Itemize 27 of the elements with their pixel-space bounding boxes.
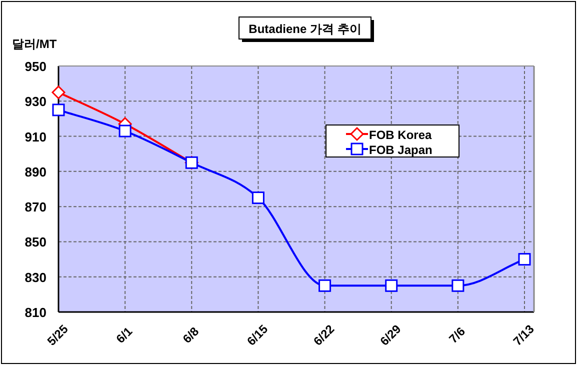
point bbox=[252, 192, 264, 204]
y-tick-label: 870 bbox=[24, 200, 46, 215]
point bbox=[385, 279, 398, 292]
y-tick-label: 850 bbox=[24, 234, 46, 250]
point bbox=[52, 86, 66, 100]
y-tick-label: 810 bbox=[24, 305, 46, 320]
y-tick-label: 950 bbox=[24, 59, 46, 74]
x-tick-label: 6/1 bbox=[113, 324, 136, 346]
y-axis-title: 달러/MT bbox=[12, 37, 58, 51]
point bbox=[452, 279, 464, 292]
legend-label: FOB Japan bbox=[369, 143, 432, 157]
point bbox=[318, 279, 332, 292]
point bbox=[52, 104, 65, 116]
title: Butadiene 가격 추이 bbox=[238, 16, 374, 42]
point bbox=[518, 253, 531, 266]
x-tick-label: 7/13 bbox=[510, 322, 538, 348]
x-tick-label: 7/6 bbox=[446, 324, 468, 346]
x-tick-label: 6/8 bbox=[180, 324, 202, 346]
legend-label: FOB Korea bbox=[369, 128, 432, 142]
y-tick-label: 930 bbox=[24, 94, 46, 110]
x-tick-label: 6/29 bbox=[377, 322, 404, 348]
point bbox=[118, 124, 132, 138]
y-tick-label: 830 bbox=[24, 270, 46, 285]
x-tick-label: 6/22 bbox=[310, 322, 338, 348]
chart-title: Butadiene 가격 추이 bbox=[248, 22, 362, 36]
y-tick-label: 910 bbox=[24, 129, 46, 144]
y-tick-label: 890 bbox=[24, 164, 46, 180]
